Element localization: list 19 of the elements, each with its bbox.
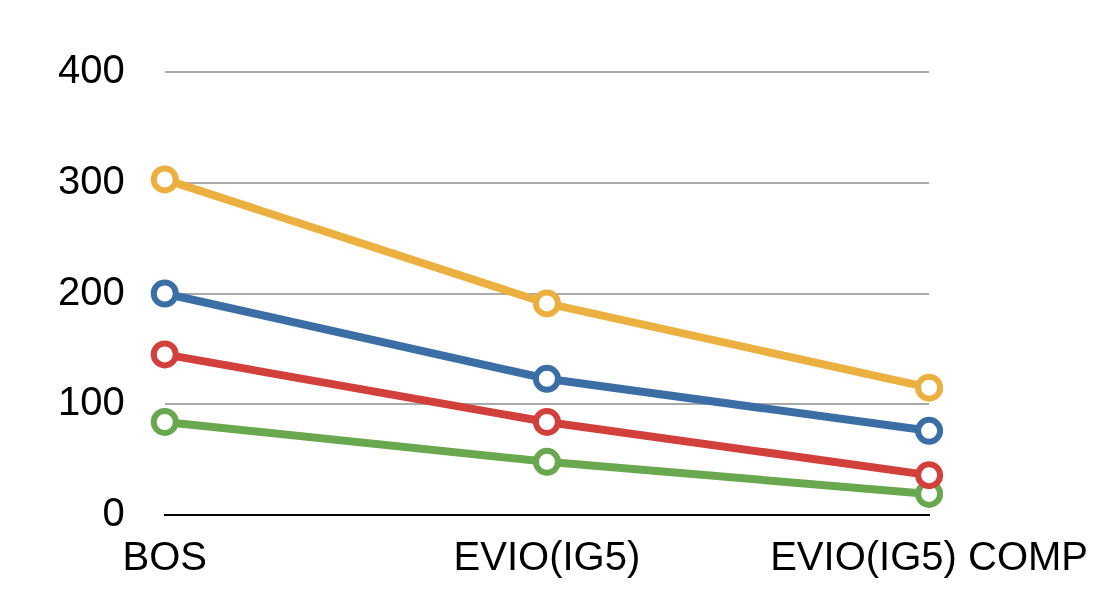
y-tick-label: 400 — [57, 47, 125, 92]
y-tick-label: 0 — [102, 490, 125, 535]
point — [150, 407, 179, 436]
y-tick-label: 100 — [57, 379, 125, 424]
x-tick-label: EVIO(IG5) — [453, 534, 641, 579]
point — [532, 447, 561, 476]
point — [915, 461, 944, 490]
point — [532, 289, 561, 318]
point — [915, 416, 944, 445]
point — [150, 165, 179, 194]
point — [150, 340, 179, 369]
y-tick-label: 300 — [57, 157, 125, 202]
y-tick-label: 200 — [57, 268, 125, 313]
x-tick-label: BOS — [122, 534, 207, 579]
point — [915, 373, 944, 402]
point — [532, 407, 561, 436]
point — [150, 279, 179, 308]
point — [532, 364, 561, 393]
x-tick-label: EVIO(IG5) COMP — [770, 534, 1088, 579]
